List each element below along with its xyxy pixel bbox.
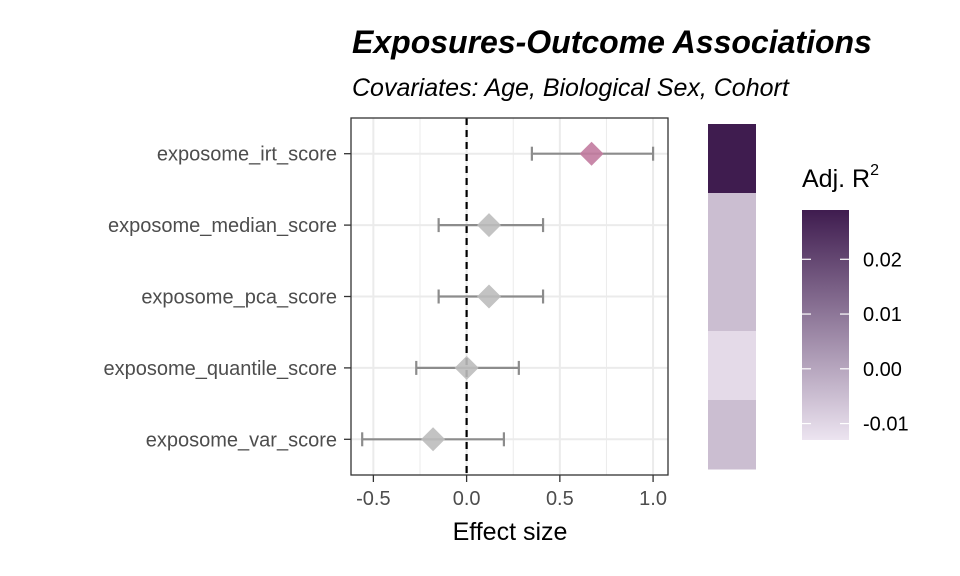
legend-title: Adj. R2	[802, 162, 879, 193]
x-axis: -0.5 0.0 0.5 1.0	[356, 475, 667, 510]
point-estimate-diamond	[454, 355, 479, 380]
chart-subtitle: Covariates: Age, Biological Sex, Cohort	[352, 74, 790, 102]
legend-tick-label: 0.00	[863, 359, 902, 381]
legend-tick-label: 0.02	[863, 249, 902, 271]
point-estimate-diamond	[579, 141, 604, 166]
legend-title-superscript: 2	[870, 162, 879, 179]
marks-layer	[361, 118, 655, 475]
row-exposome_pca_score	[437, 284, 545, 309]
adj-r2-tile	[708, 262, 756, 332]
point-estimate-diamond	[476, 213, 501, 238]
row-exposome_quantile_score	[415, 355, 520, 380]
y-tick-label: exposome_irt_score	[157, 144, 337, 166]
point-estimate-diamond	[476, 284, 501, 309]
x-tick-label: 1.0	[639, 488, 667, 510]
legend-title-text: Adj. R	[802, 165, 870, 193]
adj-r2-tile	[708, 331, 756, 401]
x-tick-label: 0.0	[453, 488, 481, 510]
x-axis-label: Effect size	[453, 518, 568, 546]
y-tick-label: exposome_pca_score	[141, 287, 337, 309]
row-exposome_median_score	[437, 213, 545, 238]
row-exposome_var_score	[361, 427, 506, 452]
x-tick-label: 0.5	[546, 488, 574, 510]
chart-title: Exposures-Outcome Associations	[352, 24, 872, 60]
legend-tick-label: 0.01	[863, 304, 902, 326]
legend-ticks: 0.02 0.01 0.00 -0.01	[802, 249, 909, 436]
row-exposome_irt_score	[530, 141, 655, 166]
y-axis: exposome_irt_score exposome_median_scoree…	[104, 144, 351, 451]
adj-r2-tile	[708, 400, 756, 470]
y-tick-label: exposome_median_score	[108, 215, 337, 237]
legend-tick-label: -0.01	[863, 414, 909, 436]
adj-r2-side-strip	[708, 124, 756, 470]
y-tick-label: exposome_var_score	[146, 429, 337, 451]
x-tick-label: -0.5	[356, 488, 390, 510]
point-estimate-diamond	[421, 427, 446, 452]
legend-colorbar	[802, 210, 849, 440]
y-tick-label: exposome_quantile_score	[104, 358, 338, 380]
adj-r2-tile	[708, 193, 756, 263]
adj-r2-tile	[708, 124, 756, 194]
